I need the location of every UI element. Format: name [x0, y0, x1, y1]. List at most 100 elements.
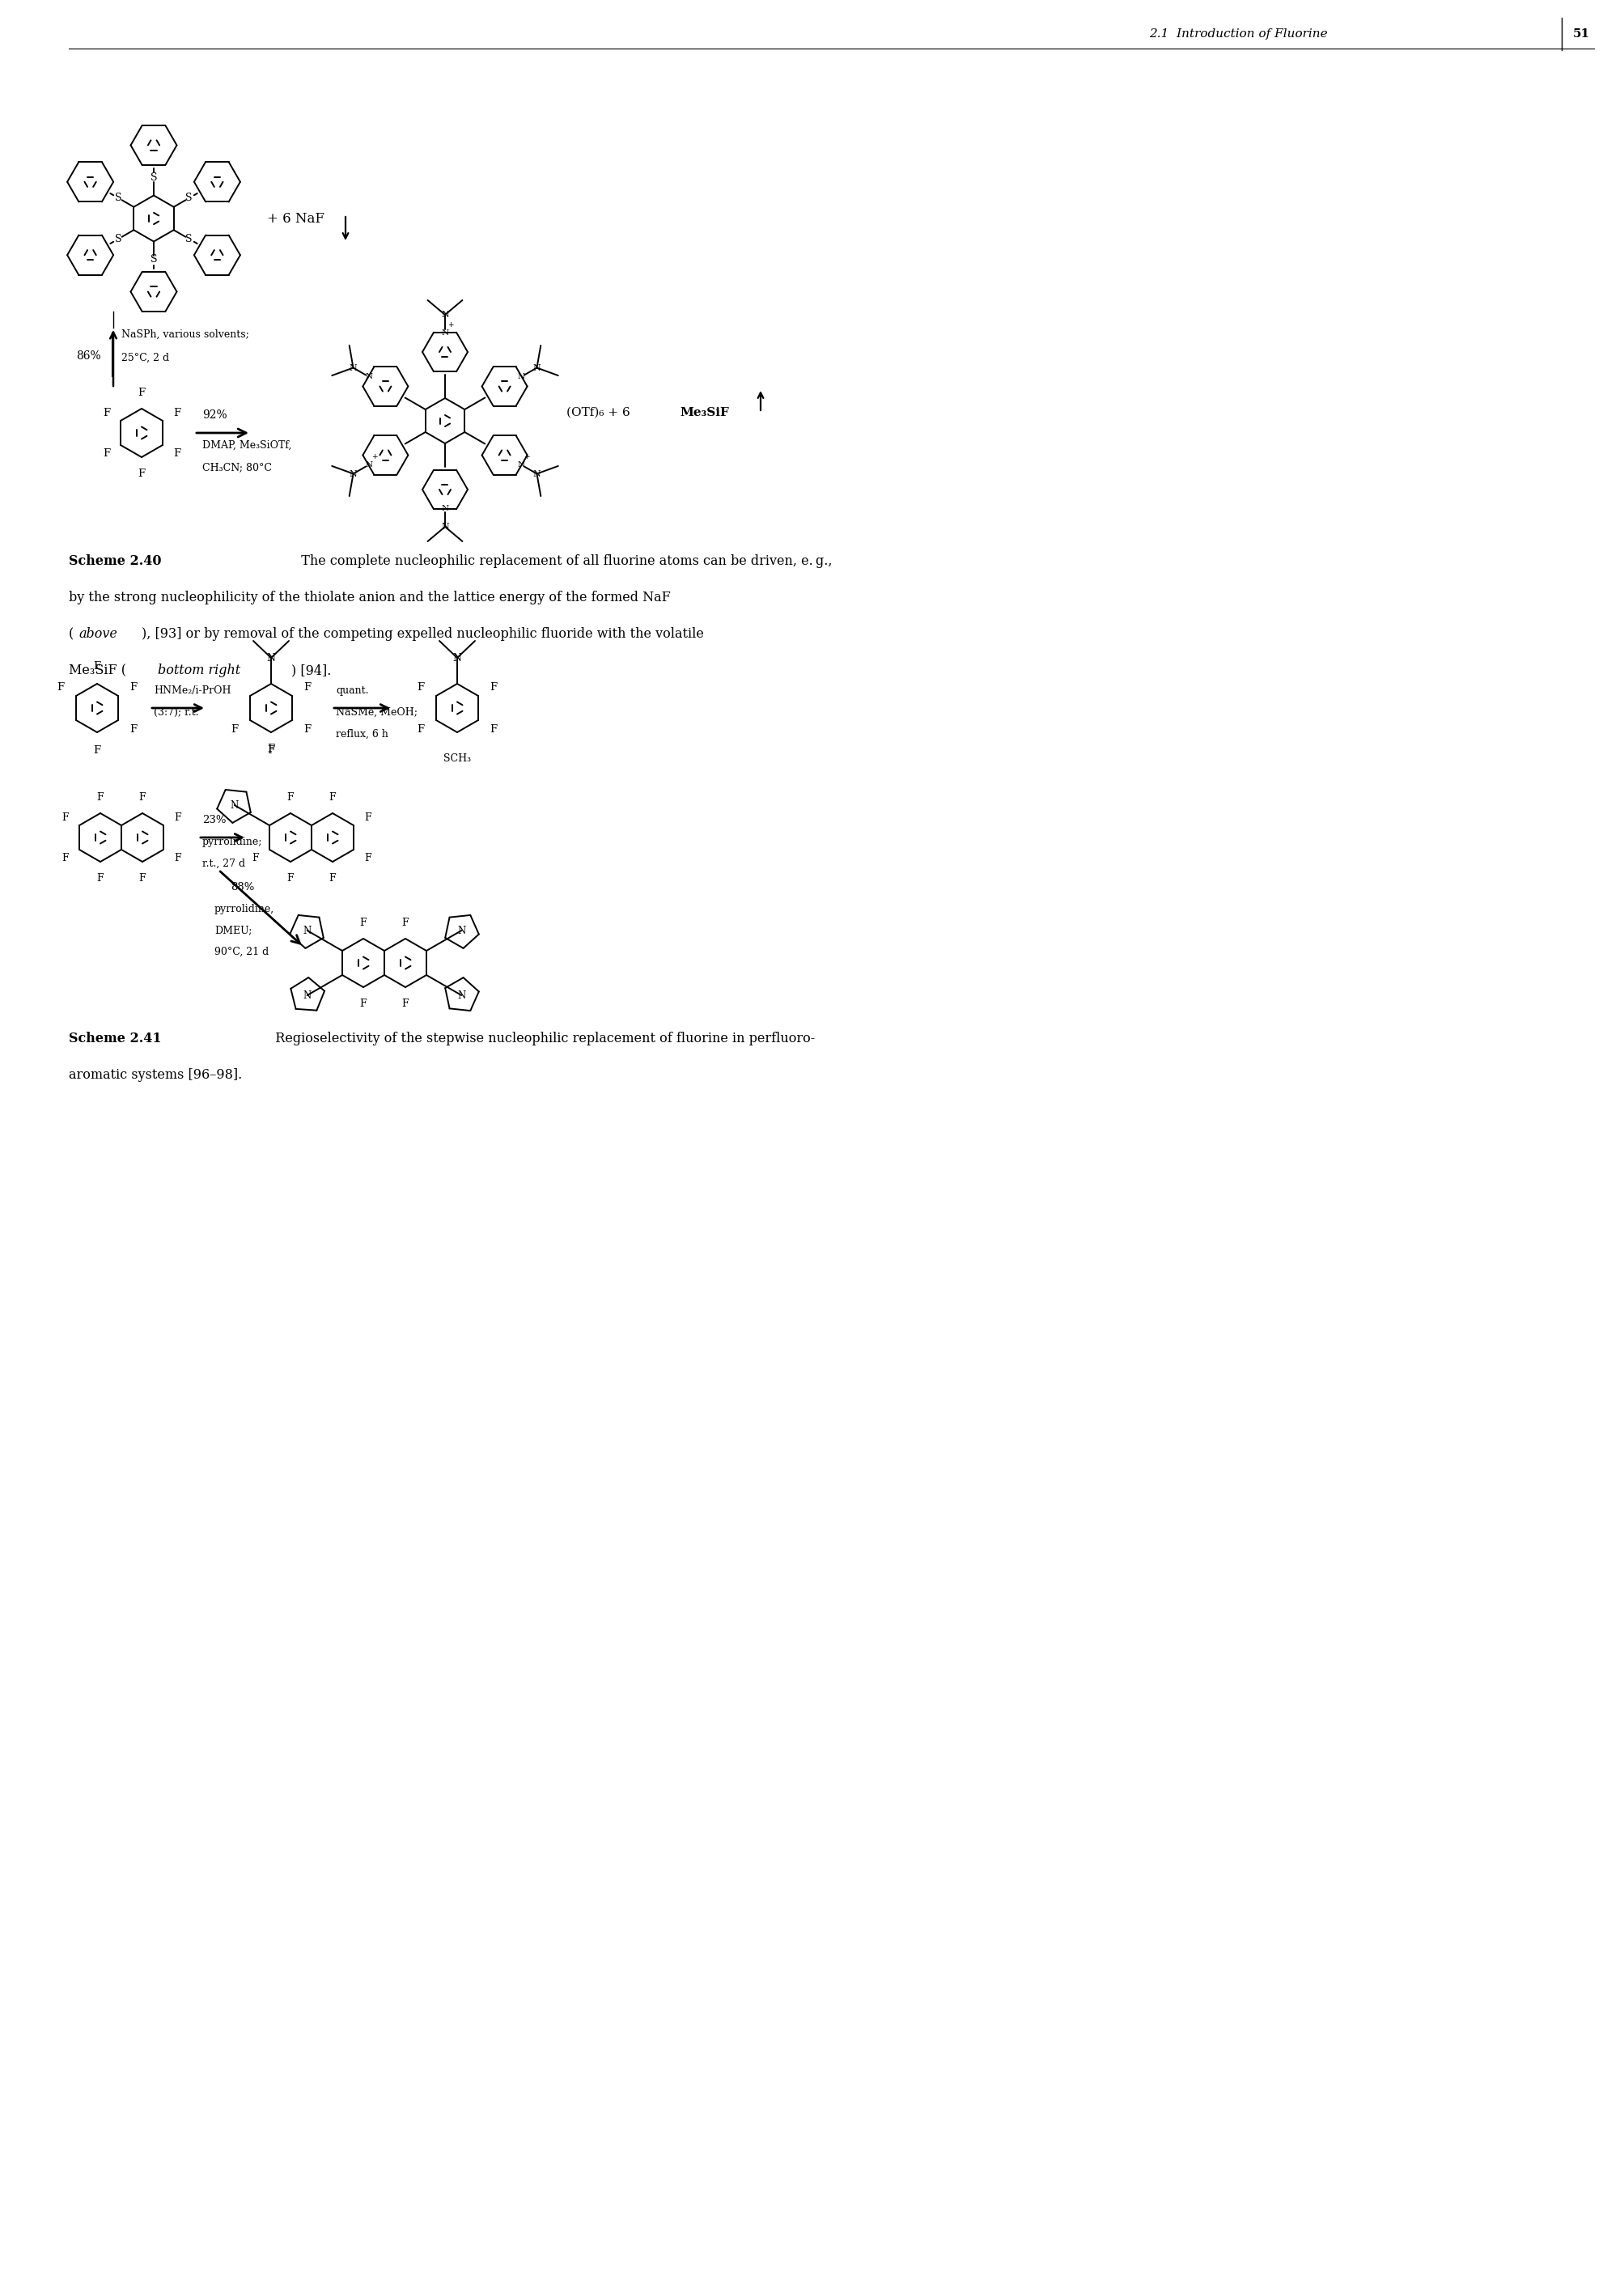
Text: F: F — [364, 812, 370, 824]
Text: SCH₃: SCH₃ — [443, 752, 471, 764]
Text: The complete nucleophilic replacement of all fluorine atoms can be driven, e. g.: The complete nucleophilic replacement of… — [292, 555, 831, 569]
Text: F: F — [93, 661, 101, 672]
Text: F: F — [97, 872, 104, 883]
Text: N: N — [349, 470, 357, 477]
Text: N: N — [533, 365, 541, 372]
Text: Me₃SiF: Me₃SiF — [679, 406, 729, 418]
Text: N: N — [442, 328, 448, 337]
Text: 2.1  Introduction of Fluorine: 2.1 Introduction of Fluorine — [1148, 28, 1327, 39]
Text: N: N — [533, 470, 541, 477]
Text: by the strong nucleophilicity of the thiolate anion and the lattice energy of th: by the strong nucleophilicity of the thi… — [68, 590, 671, 603]
Text: F: F — [359, 918, 367, 927]
Text: (3:7); r.t.: (3:7); r.t. — [154, 707, 198, 718]
Text: F: F — [304, 681, 312, 693]
Text: N: N — [440, 310, 448, 319]
Text: F: F — [102, 408, 110, 418]
Text: F: F — [268, 746, 274, 755]
Text: + 6 NaF: + 6 NaF — [266, 211, 325, 225]
Text: F: F — [287, 872, 294, 883]
Text: above: above — [78, 626, 117, 640]
Text: S: S — [115, 193, 122, 204]
Text: F: F — [62, 812, 68, 824]
Text: N: N — [231, 801, 239, 810]
Text: pyrrolidine;: pyrrolidine; — [203, 837, 263, 846]
Text: N: N — [453, 651, 461, 663]
Text: F: F — [304, 725, 312, 734]
Text: F: F — [330, 791, 336, 803]
Text: N: N — [266, 651, 276, 663]
Text: F: F — [138, 468, 145, 479]
Text: F: F — [401, 998, 409, 1009]
Text: F: F — [490, 725, 497, 734]
Text: N: N — [442, 505, 448, 512]
Text: S: S — [151, 255, 158, 264]
Text: reflux, 6 h: reflux, 6 h — [336, 729, 388, 739]
Text: F: F — [401, 918, 409, 927]
Text: 92%: 92% — [203, 408, 227, 420]
Text: bottom right: bottom right — [158, 663, 240, 677]
Text: F: F — [138, 388, 145, 397]
Text: F: F — [93, 746, 101, 755]
Text: CH₃CN; 80°C: CH₃CN; 80°C — [203, 463, 271, 473]
Text: F: F — [130, 725, 136, 734]
Text: F: F — [252, 853, 258, 863]
Text: F: F — [97, 791, 104, 803]
Text: Scheme 2.41: Scheme 2.41 — [68, 1032, 161, 1046]
Text: F: F — [364, 853, 370, 863]
Text: F: F — [417, 681, 424, 693]
Text: F: F — [172, 408, 180, 418]
Text: N: N — [518, 461, 525, 468]
Text: +: + — [372, 452, 377, 461]
Text: HNMe₂/i-PrOH: HNMe₂/i-PrOH — [154, 686, 231, 695]
Text: Scheme 2.40: Scheme 2.40 — [68, 555, 161, 569]
Text: N: N — [365, 374, 372, 381]
Text: Regioselectivity of the stepwise nucleophilic replacement of fluorine in perfluo: Regioselectivity of the stepwise nucleop… — [266, 1032, 815, 1046]
Text: F: F — [330, 872, 336, 883]
Text: 23%: 23% — [203, 814, 226, 826]
Text: N: N — [304, 991, 312, 1000]
Text: F: F — [268, 743, 274, 755]
Text: (: ( — [68, 626, 73, 640]
Text: F: F — [140, 791, 146, 803]
Text: F: F — [140, 872, 146, 883]
Text: N: N — [456, 924, 466, 936]
Text: 86%: 86% — [76, 351, 101, 362]
Text: F: F — [62, 853, 68, 863]
Text: 25°C, 2 d: 25°C, 2 d — [122, 353, 169, 362]
Text: aromatic systems [96–98].: aromatic systems [96–98]. — [68, 1069, 242, 1083]
Text: S: S — [185, 234, 193, 243]
Text: S: S — [115, 234, 122, 243]
Text: Me₃SiF (: Me₃SiF ( — [68, 663, 127, 677]
Text: (OTf)₆ + 6: (OTf)₆ + 6 — [567, 406, 633, 418]
Text: F: F — [417, 725, 424, 734]
Text: S: S — [151, 172, 158, 184]
Text: F: F — [130, 681, 136, 693]
Text: N: N — [456, 991, 466, 1000]
Text: F: F — [359, 998, 367, 1009]
Text: pyrrolidine,: pyrrolidine, — [214, 904, 274, 915]
Text: quant.: quant. — [336, 686, 369, 695]
Text: DMAP, Me₃SiOTf,: DMAP, Me₃SiOTf, — [203, 440, 291, 450]
Text: N: N — [349, 365, 357, 372]
Text: F: F — [172, 447, 180, 459]
Text: N: N — [304, 924, 312, 936]
Text: r.t., 27 d: r.t., 27 d — [203, 858, 245, 869]
Text: +: + — [448, 321, 453, 328]
Text: 90°C, 21 d: 90°C, 21 d — [214, 947, 268, 957]
Text: 88%: 88% — [231, 881, 255, 892]
Text: NaSMe, MeOH;: NaSMe, MeOH; — [336, 707, 417, 718]
Text: F: F — [287, 791, 294, 803]
Text: F: F — [174, 853, 180, 863]
Text: 51: 51 — [1572, 28, 1590, 39]
Text: F: F — [102, 447, 110, 459]
Text: DMEU;: DMEU; — [214, 924, 252, 936]
Text: ) [94].: ) [94]. — [291, 663, 331, 677]
Text: F: F — [57, 681, 65, 693]
Text: F: F — [490, 681, 497, 693]
Text: N: N — [440, 523, 448, 530]
Text: +: + — [523, 452, 529, 461]
Text: ), [93] or by removal of the competing expelled nucleophilic fluoride with the v: ), [93] or by removal of the competing e… — [141, 626, 703, 640]
Text: NaSPh, various solvents;: NaSPh, various solvents; — [122, 328, 248, 340]
Text: N: N — [518, 374, 525, 381]
Text: N: N — [365, 461, 372, 468]
